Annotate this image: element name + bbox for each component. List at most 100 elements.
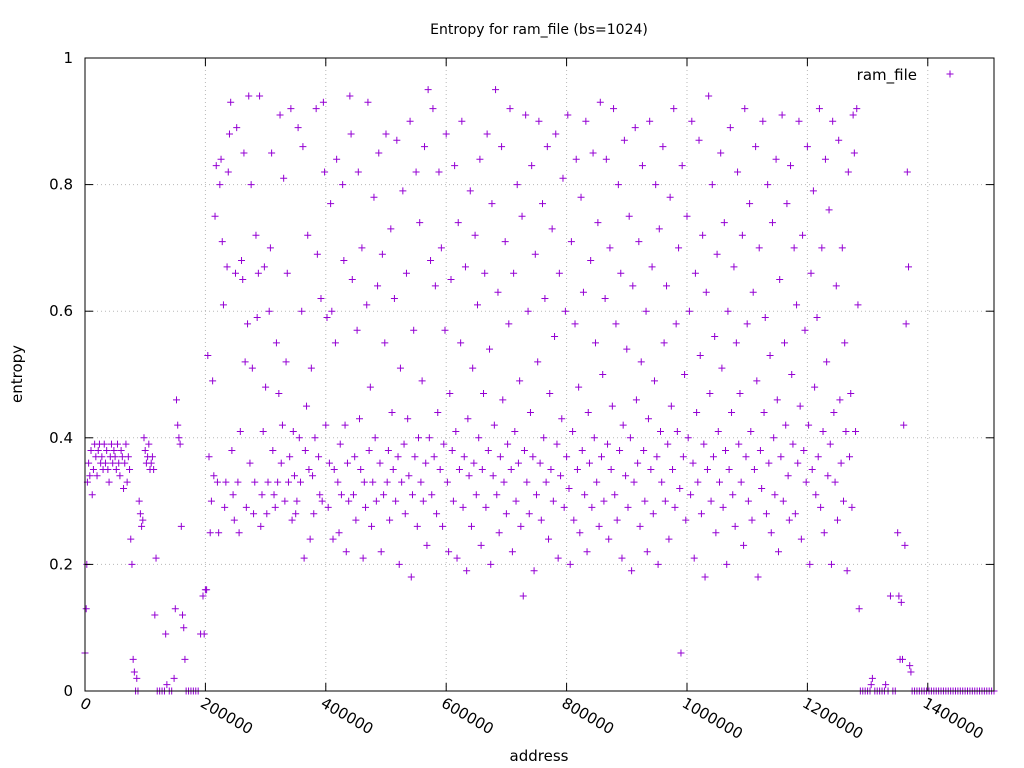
data-point bbox=[430, 453, 438, 461]
data-point bbox=[262, 383, 270, 391]
data-point bbox=[145, 440, 153, 448]
data-point bbox=[88, 491, 96, 499]
data-point bbox=[235, 529, 243, 537]
data-point bbox=[835, 136, 843, 144]
data-point bbox=[630, 478, 638, 486]
data-point bbox=[431, 282, 439, 290]
data-point bbox=[345, 497, 353, 505]
data-point bbox=[754, 573, 762, 581]
data-point bbox=[109, 459, 117, 467]
data-point bbox=[89, 465, 97, 473]
data-point bbox=[902, 320, 910, 328]
data-point bbox=[647, 465, 655, 473]
data-point bbox=[693, 408, 701, 416]
data-point bbox=[376, 459, 384, 467]
data-point bbox=[625, 212, 633, 220]
data-point bbox=[284, 478, 292, 486]
data-point bbox=[404, 415, 412, 423]
data-point bbox=[390, 295, 398, 303]
data-point bbox=[482, 503, 490, 511]
data-point bbox=[298, 307, 306, 315]
data-point bbox=[776, 276, 784, 284]
data-point bbox=[846, 453, 854, 461]
data-point bbox=[170, 674, 178, 682]
data-point bbox=[360, 478, 368, 486]
data-point bbox=[229, 491, 237, 499]
data-point bbox=[535, 117, 543, 125]
data-point bbox=[140, 434, 148, 442]
data-point bbox=[412, 168, 420, 176]
data-point bbox=[393, 136, 401, 144]
data-point bbox=[696, 352, 704, 360]
data-point bbox=[139, 516, 147, 524]
data-point bbox=[481, 269, 489, 277]
data-point bbox=[241, 358, 249, 366]
data-point bbox=[564, 111, 572, 119]
data-point bbox=[548, 225, 556, 233]
data-point bbox=[590, 434, 598, 442]
data-point bbox=[648, 263, 656, 271]
y-tick-label: 1 bbox=[63, 49, 73, 67]
data-point bbox=[699, 231, 707, 239]
data-point bbox=[335, 529, 343, 537]
data-point bbox=[620, 136, 628, 144]
data-point bbox=[660, 339, 668, 347]
data-point bbox=[800, 446, 808, 454]
data-point bbox=[248, 364, 256, 372]
data-point bbox=[216, 181, 224, 189]
data-point bbox=[606, 244, 614, 252]
data-point bbox=[814, 453, 822, 461]
data-point bbox=[708, 181, 716, 189]
data-point bbox=[613, 516, 621, 524]
data-point bbox=[907, 668, 915, 676]
data-point bbox=[619, 421, 627, 429]
data-point bbox=[567, 238, 575, 246]
data-point bbox=[225, 130, 233, 138]
data-point bbox=[236, 427, 244, 435]
data-point bbox=[473, 301, 481, 309]
data-point bbox=[666, 193, 674, 201]
data-point bbox=[224, 168, 232, 176]
data-point bbox=[434, 408, 442, 416]
data-point bbox=[531, 250, 539, 258]
data-point bbox=[324, 503, 332, 511]
data-point bbox=[532, 491, 540, 499]
data-point bbox=[418, 377, 426, 385]
data-point bbox=[105, 478, 113, 486]
data-point bbox=[886, 592, 894, 600]
data-point bbox=[842, 427, 850, 435]
data-point bbox=[524, 307, 532, 315]
data-point bbox=[729, 491, 737, 499]
data-point bbox=[475, 434, 483, 442]
data-point bbox=[424, 86, 432, 94]
data-point bbox=[252, 231, 260, 239]
data-point bbox=[305, 465, 313, 473]
data-point bbox=[614, 181, 622, 189]
data-point bbox=[179, 611, 187, 619]
data-point bbox=[582, 117, 590, 125]
data-point bbox=[342, 548, 350, 556]
data-point bbox=[465, 472, 473, 480]
data-point bbox=[742, 453, 750, 461]
data-point bbox=[206, 529, 214, 537]
data-point bbox=[222, 478, 230, 486]
data-point bbox=[563, 453, 571, 461]
data-point bbox=[231, 269, 239, 277]
data-point bbox=[789, 440, 797, 448]
data-point bbox=[711, 333, 719, 341]
data-point bbox=[433, 510, 441, 518]
legend: ram_file bbox=[857, 66, 954, 85]
data-point bbox=[773, 396, 781, 404]
data-point bbox=[150, 465, 158, 473]
data-point bbox=[292, 510, 300, 518]
data-point bbox=[453, 554, 461, 562]
data-point bbox=[504, 440, 512, 448]
data-point bbox=[451, 162, 459, 170]
data-point bbox=[304, 231, 312, 239]
data-point bbox=[427, 257, 435, 265]
data-point bbox=[299, 143, 307, 151]
data-point bbox=[882, 681, 890, 689]
data-point bbox=[445, 548, 453, 556]
data-point bbox=[437, 244, 445, 252]
data-point bbox=[309, 472, 317, 480]
